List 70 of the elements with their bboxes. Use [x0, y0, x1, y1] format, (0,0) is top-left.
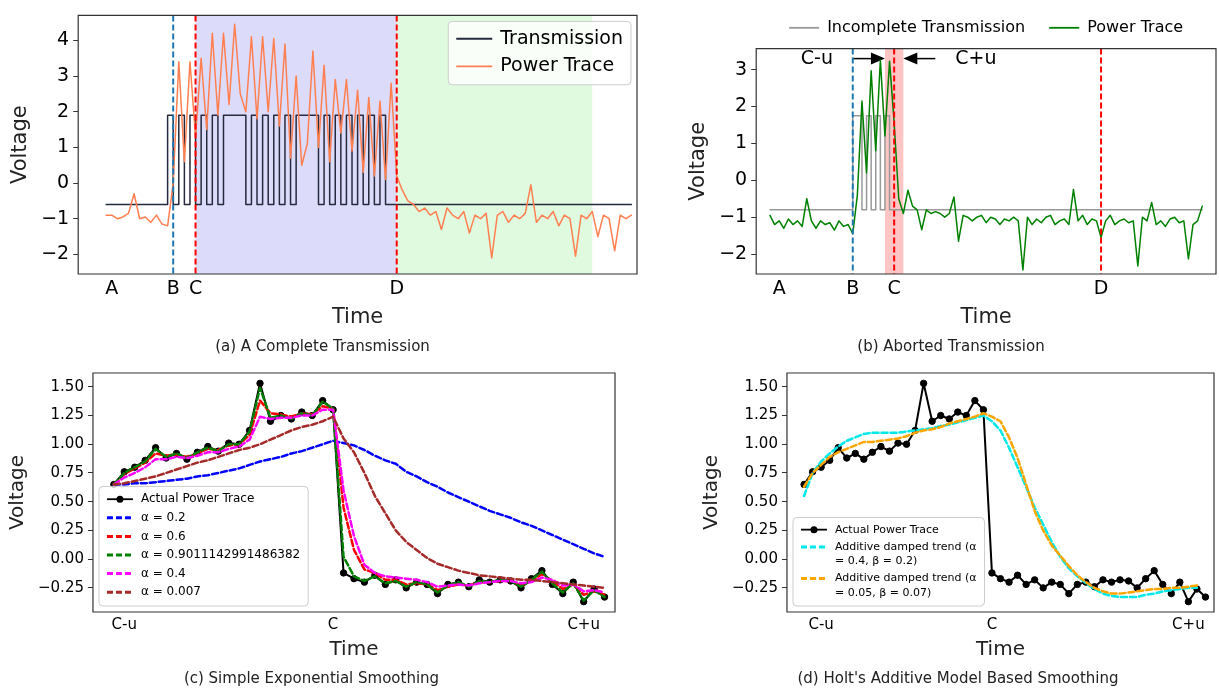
y-tick-label: 0.75	[744, 462, 778, 481]
x-tick-label: A	[772, 276, 786, 299]
x-tick-label: B	[166, 276, 180, 299]
y-tick-label: −2	[719, 241, 748, 264]
y-tick-label: 3	[735, 56, 748, 79]
legend-label: Actual Power Trace	[140, 491, 255, 506]
y-tick-label: 0	[735, 167, 748, 190]
y-axis-title: Voltage	[7, 105, 32, 185]
y-tick-label: 1	[57, 134, 70, 157]
legend-label: Power Trace	[1087, 16, 1184, 36]
y-tick-label: 0.25	[50, 520, 84, 539]
text: (a) A Complete Transmission	[215, 336, 430, 355]
x-tick-label: C-u	[808, 614, 834, 633]
y-tick-label: 1.50	[50, 376, 84, 395]
y-tick-label: 3	[57, 62, 70, 85]
x-tick-label: B	[846, 276, 860, 299]
y-tick-label: 1.25	[744, 405, 778, 424]
y-tick-label: 0.50	[744, 491, 778, 510]
y-tick-label: 0.00	[744, 549, 778, 568]
x-tick-label: C-u	[111, 614, 137, 633]
legend-label: Incomplete Transmission	[827, 16, 1026, 36]
y-tick-label: 4	[57, 27, 70, 50]
legend-label: α = 0.2	[140, 509, 186, 524]
y-tick-label: −0.25	[38, 577, 84, 596]
y-tick-label: −1	[719, 204, 748, 227]
legend-label: Actual Power Trace	[834, 522, 940, 536]
y-axis-title: Voltage	[685, 121, 710, 201]
annotation: C+u	[955, 45, 997, 68]
y-tick-label: 0.25	[744, 520, 778, 539]
x-tick-label: C	[188, 276, 203, 299]
legend-label: Additive damped trend (α = 0.05, β = 0.07)	[834, 571, 977, 599]
y-tick-label: 1.50	[744, 376, 778, 395]
y-tick-label: −1	[41, 205, 70, 228]
x-tick-label: C	[887, 276, 901, 299]
text: (b) Aborted Transmission	[857, 336, 1045, 355]
x-axis-title: Time	[328, 636, 379, 661]
legend-label: Transmission	[499, 25, 624, 48]
legend-label: α = 0.4	[140, 565, 186, 580]
text: (c) Simple Exponential Smoothing	[183, 668, 440, 687]
y-tick-label: 1.25	[50, 405, 84, 424]
legend-label: α = 0.9011142991486382	[140, 547, 301, 562]
x-axis-title: Time	[975, 636, 1025, 661]
x-axis-title: Time	[330, 303, 384, 328]
legend-label: α = 0.6	[140, 528, 186, 543]
y-tick-label: −0.25	[732, 577, 778, 596]
x-tick-label: C	[327, 614, 339, 633]
x-tick-label: C+u	[567, 614, 600, 633]
x-tick-label: A	[105, 276, 119, 299]
y-axis-title: Voltage	[4, 454, 29, 531]
x-tick-label: C	[986, 614, 998, 633]
y-tick-label: 0.75	[50, 462, 84, 481]
x-tick-label: C+u	[1172, 614, 1205, 633]
y-tick-label: 1.00	[744, 434, 778, 453]
y-tick-label: 1.00	[50, 434, 84, 453]
legend-label: Power Trace	[500, 53, 615, 76]
y-tick-label: 2	[735, 93, 748, 116]
y-tick-label: 0.00	[50, 549, 84, 568]
annotation: C-u	[800, 45, 833, 68]
y-tick-label: 2	[57, 98, 70, 121]
y-tick-label: 1	[735, 130, 748, 153]
y-tick-label: 0.50	[50, 491, 84, 510]
text: (d) Holt's Additive Model Based Smoothing	[797, 668, 1119, 687]
y-tick-label: 0	[57, 169, 70, 192]
x-tick-label: D	[1093, 276, 1109, 299]
y-axis-title: Voltage	[698, 454, 723, 531]
y-tick-label: −2	[41, 241, 70, 264]
legend-label: Additive damped trend (α = 0.4, β = 0.2)	[834, 539, 977, 568]
x-axis-title: Time	[959, 303, 1012, 328]
legend-label: α = 0.007	[140, 584, 201, 599]
x-tick-label: D	[389, 276, 405, 299]
